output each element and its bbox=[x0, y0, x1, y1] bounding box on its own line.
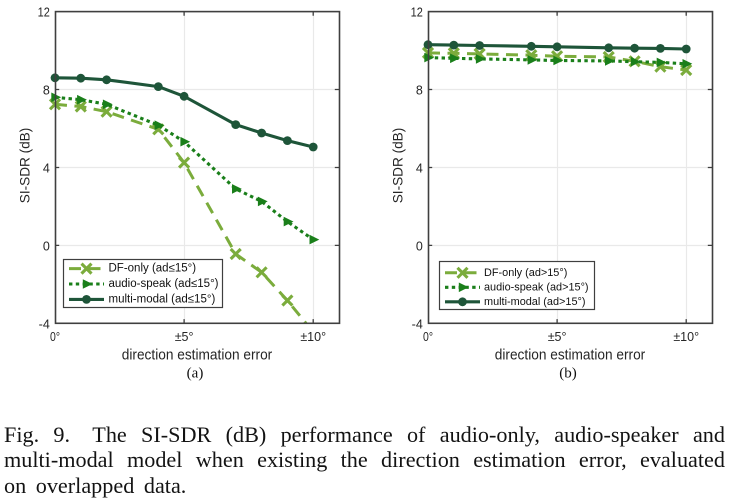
svg-text:SI-SDR (dB): SI-SDR (dB) bbox=[17, 128, 33, 204]
svg-text:DF-only (ad≤15°): DF-only (ad≤15°) bbox=[109, 263, 197, 275]
svg-text:-4: -4 bbox=[412, 317, 423, 331]
svg-text:±10°: ±10° bbox=[673, 330, 699, 344]
svg-text:0°: 0° bbox=[50, 330, 60, 344]
svg-text:0°: 0° bbox=[423, 330, 433, 344]
svg-text:DF-only (ad>15°): DF-only (ad>15°) bbox=[484, 267, 567, 279]
svg-text:8: 8 bbox=[416, 84, 423, 98]
svg-text:4: 4 bbox=[416, 162, 423, 176]
svg-text:0: 0 bbox=[416, 240, 423, 254]
svg-text:audio-speak (ad≤15°): audio-speak (ad≤15°) bbox=[109, 278, 219, 290]
svg-text:0: 0 bbox=[43, 240, 50, 254]
svg-text:-4: -4 bbox=[39, 317, 50, 331]
svg-text:8: 8 bbox=[43, 84, 50, 98]
svg-text:12: 12 bbox=[411, 6, 423, 20]
svg-text:±5°: ±5° bbox=[548, 330, 567, 344]
svg-text:direction estimation error: direction estimation error bbox=[495, 346, 646, 363]
svg-text:multi-modal (ad>15°): multi-modal (ad>15°) bbox=[484, 296, 586, 308]
svg-text:(b): (b) bbox=[559, 366, 577, 382]
svg-text:multi-modal (ad≤15°): multi-modal (ad≤15°) bbox=[109, 293, 216, 305]
svg-text:4: 4 bbox=[43, 162, 50, 176]
svg-text:(a): (a) bbox=[187, 366, 204, 382]
svg-text:12: 12 bbox=[38, 6, 50, 20]
svg-text:±5°: ±5° bbox=[175, 330, 194, 344]
svg-text:direction estimation error: direction estimation error bbox=[122, 346, 273, 363]
svg-text:audio-speak (ad>15°): audio-speak (ad>15°) bbox=[484, 281, 589, 293]
svg-text:±10°: ±10° bbox=[300, 330, 326, 344]
svg-text:SI-SDR (dB): SI-SDR (dB) bbox=[390, 128, 406, 204]
